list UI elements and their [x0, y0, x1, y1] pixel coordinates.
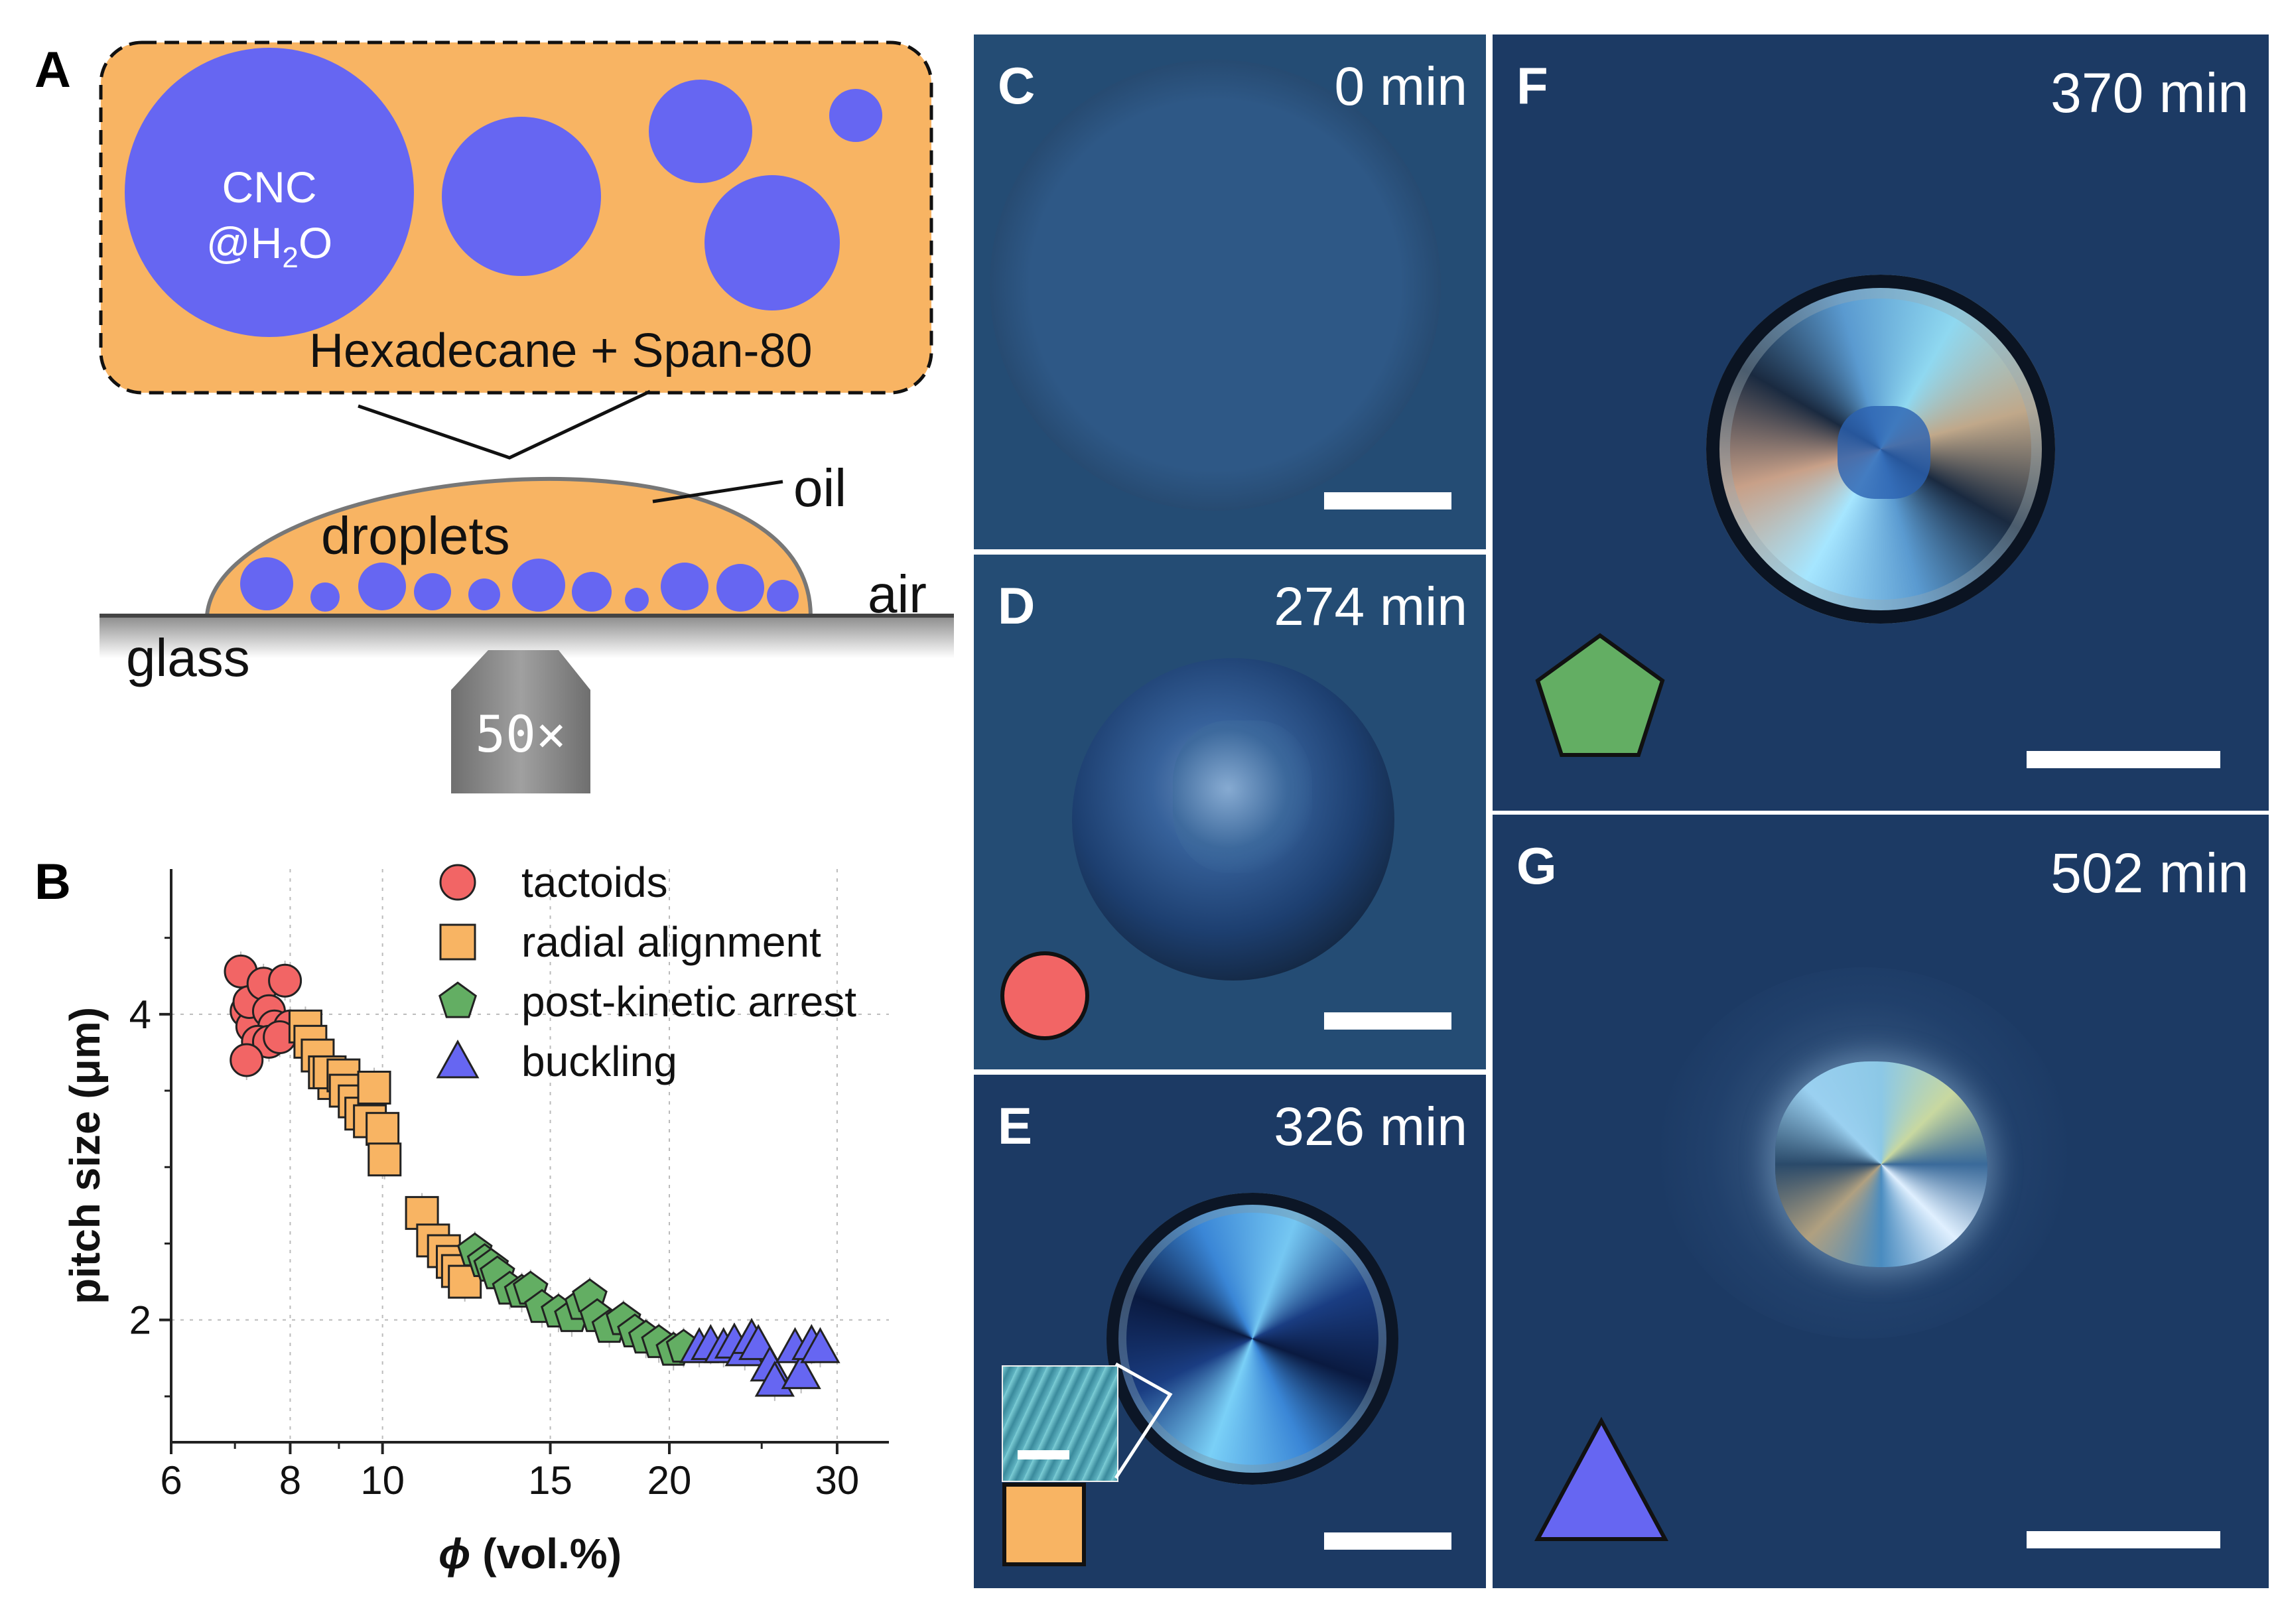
- micrograph-e: E 326 min: [974, 1075, 1486, 1588]
- scale-bar: [1324, 1532, 1451, 1550]
- inset-droplet: [704, 175, 840, 310]
- x-tick-label: 30: [815, 1458, 860, 1503]
- scale-bar: [1324, 1012, 1451, 1030]
- inset-medium-label: Hexadecane + Span-80: [309, 324, 813, 377]
- droplet-image: [1106, 1193, 1398, 1485]
- droplet: [358, 563, 406, 610]
- panel-d-label: D: [998, 576, 1036, 635]
- legend-marker-radial-alignment: [439, 923, 476, 961]
- inset-droplet: [649, 80, 752, 183]
- micrograph-g: G 502 min: [1493, 815, 2269, 1588]
- panel-g-time: 502 min: [2050, 842, 2249, 904]
- pitch-chart: 6 8 10 15 20 30 2 4 ϕ (vol.%) pitch size (μm) tac…: [61, 858, 889, 1578]
- data-point-tactoids: [268, 963, 302, 998]
- tactoids-marker: [1000, 951, 1089, 1040]
- post-kinetic-arrest-marker: [1535, 633, 1665, 757]
- oil-drop: [204, 477, 813, 618]
- droplet: [767, 580, 799, 612]
- oil-pointer: [652, 480, 783, 504]
- panel-d-time: 274 min: [1274, 576, 1467, 637]
- data-point-radial-alignment: [366, 1112, 400, 1146]
- droplet: [310, 582, 340, 612]
- droplet: [716, 564, 764, 612]
- x-tick-label: 15: [528, 1458, 572, 1503]
- data-point-buckling: [781, 1353, 821, 1389]
- droplet-image: [990, 60, 1441, 511]
- panel-a-label: A: [34, 42, 71, 98]
- x-tick-label: 20: [647, 1458, 692, 1503]
- inset-pointer: [1114, 1362, 1173, 1479]
- panel-c-time: 0 min: [1334, 56, 1467, 117]
- panel-b-label: B: [34, 854, 71, 910]
- y-tick-label: 4: [129, 992, 151, 1037]
- droplet: [468, 578, 500, 610]
- legend-marker-buckling: [436, 1040, 480, 1079]
- x-tick-label: 8: [279, 1458, 301, 1503]
- panel-f-label: F: [1516, 56, 1548, 115]
- buckling-marker: [1534, 1416, 1669, 1541]
- x-tick-label: 10: [360, 1458, 405, 1503]
- inset-droplet: [829, 89, 882, 142]
- legend-label-radial-alignment: radial alignment: [521, 918, 821, 966]
- legend-label-post-kinetic-arrest: post-kinetic arrest: [521, 978, 856, 1026]
- radial-alignment-marker: [1002, 1483, 1086, 1566]
- oil-label: oil: [793, 458, 847, 517]
- inset-droplet-large: [125, 48, 414, 337]
- panel-e-label: E: [998, 1097, 1033, 1155]
- y-tick-label: 2: [129, 1298, 151, 1343]
- droplet: [414, 573, 451, 610]
- air-label: air: [868, 565, 927, 624]
- buckled-shell-image: [1775, 1061, 1987, 1267]
- panel-f-time: 370 min: [2050, 62, 2249, 124]
- legend-label-buckling: buckling: [521, 1038, 677, 1085]
- legend-marker-tactoids: [439, 864, 476, 901]
- inset-connector: [358, 389, 651, 460]
- droplet-core: [1838, 406, 1930, 499]
- data-point-radial-alignment: [368, 1142, 402, 1177]
- y-axis-title: pitch size (μm): [61, 1007, 109, 1304]
- panel-a-schematic: [99, 40, 954, 793]
- droplet: [572, 572, 612, 612]
- x-axis-title: ϕ (vol.%): [438, 1530, 622, 1578]
- pitch-inset-image: [1002, 1365, 1118, 1482]
- inset-drop-label: CNC @H2O: [206, 163, 333, 275]
- data-point-buckling: [800, 1327, 840, 1363]
- droplet: [240, 557, 293, 610]
- inset-droplet: [442, 117, 601, 276]
- inset-scale-bar: [1018, 1450, 1069, 1459]
- scale-bar: [1324, 492, 1451, 509]
- micrograph-c: C 0 min: [974, 34, 1486, 549]
- droplets-label: droplets: [321, 506, 510, 565]
- data-point-tactoids: [230, 1043, 264, 1077]
- panel-e-time: 326 min: [1274, 1097, 1467, 1157]
- scale-bar: [2027, 1531, 2220, 1548]
- droplet: [661, 563, 708, 610]
- droplet: [625, 588, 649, 612]
- glass-label: glass: [126, 628, 250, 687]
- panel-c-label: C: [998, 56, 1036, 115]
- x-tick-label: 6: [160, 1458, 182, 1503]
- legend-label-tactoids: tactoids: [521, 858, 668, 906]
- legend-marker-post-kinetic-arrest: [438, 981, 477, 1018]
- micrograph-f: F 370 min: [1493, 34, 2269, 811]
- tactoid-cluster: [1173, 720, 1312, 873]
- scale-bar: [2027, 751, 2220, 768]
- objective-lens: [451, 650, 590, 793]
- data-point-radial-alignment: [357, 1070, 391, 1105]
- objective-label: 50×: [475, 705, 567, 764]
- panel-g-label: G: [1516, 837, 1557, 895]
- droplet: [512, 559, 565, 612]
- micrograph-d: D 274 min: [974, 555, 1486, 1069]
